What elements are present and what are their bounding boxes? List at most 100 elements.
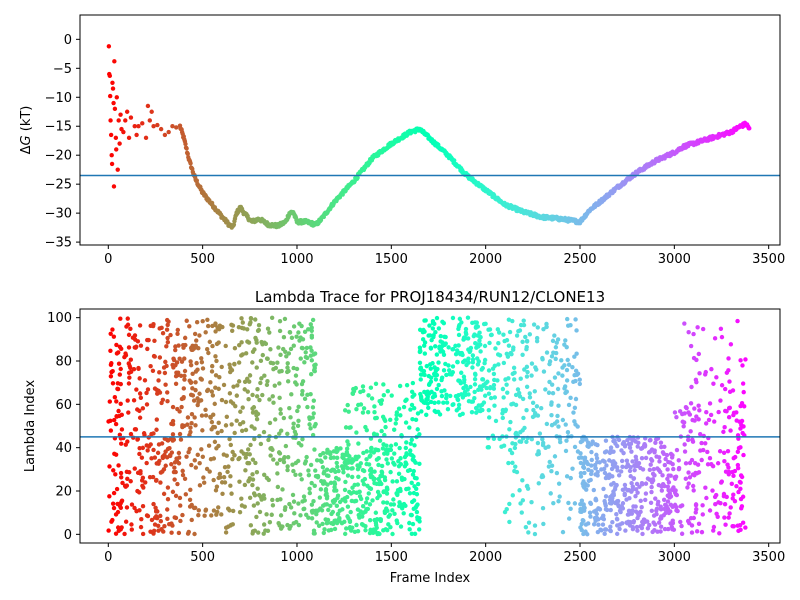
lambda-point (376, 493, 382, 498)
lambda-point (141, 485, 146, 490)
lambda-point (541, 369, 547, 374)
lambda-point (507, 519, 512, 525)
lambda-point (699, 440, 704, 446)
lambda-point (129, 522, 134, 527)
lambda-point (165, 390, 170, 395)
delta-g-point (121, 129, 126, 135)
lambda-point (253, 317, 258, 322)
lambda-point (483, 321, 488, 326)
lambda-point (276, 345, 281, 350)
lambda-point (633, 509, 639, 514)
delta-g-point (158, 126, 164, 132)
lambda-point (115, 386, 121, 392)
lambda-point (674, 505, 679, 510)
lambda-point (503, 407, 509, 412)
lambda-point (529, 437, 535, 442)
lambda-x-axis-label: Frame Index (390, 571, 471, 586)
lambda-point (286, 351, 292, 356)
lambda-point (151, 431, 156, 436)
lambda-point (486, 391, 492, 396)
lambda-point (403, 398, 408, 404)
lambda-point (712, 419, 717, 424)
lambda-point (732, 468, 738, 474)
lambda-point (629, 449, 634, 454)
lambda-point (288, 346, 294, 352)
lambda-point (240, 420, 246, 425)
lambda-point (692, 418, 697, 423)
lambda-point (225, 469, 230, 475)
lambda-point (666, 473, 671, 478)
lambda-point (524, 384, 530, 389)
lambda-point (152, 338, 157, 343)
lambda-point (328, 451, 333, 457)
lambda-point (119, 441, 124, 446)
lambda-point (170, 432, 176, 437)
lambda-point (700, 512, 705, 517)
lambda-point (676, 466, 682, 472)
lambda-point (110, 368, 115, 374)
lambda-point (404, 486, 409, 492)
lambda-point (509, 402, 514, 407)
lambda-point (154, 427, 159, 432)
lambda-point (694, 529, 700, 534)
lambda-point (625, 437, 630, 443)
lambda-point (657, 459, 662, 464)
lambda-point (239, 316, 244, 321)
lambda-point (488, 395, 494, 401)
lambda-point (200, 366, 206, 371)
lambda-point (667, 491, 673, 496)
lambda-point (285, 467, 290, 473)
lambda-point (210, 393, 216, 398)
lambda-point (364, 449, 369, 454)
lambda-point (436, 382, 441, 388)
lambda-point (731, 524, 736, 529)
lambda-point (192, 531, 197, 537)
lambda-point (389, 456, 395, 461)
lambda-point (672, 410, 678, 415)
lambda-point (300, 436, 305, 442)
lambda-point (328, 455, 334, 461)
lambda-point (656, 455, 662, 460)
lambda-point (278, 407, 283, 412)
lambda-point (741, 389, 746, 395)
lambda-point (250, 349, 256, 354)
lambda-point (299, 381, 305, 387)
lambda-point (188, 359, 193, 364)
delta-g-point (118, 112, 123, 117)
lambda-point (128, 431, 134, 437)
delta-g-point (174, 125, 179, 130)
lambda-point (394, 410, 400, 415)
lambda-point (371, 477, 377, 482)
lambda-point (417, 432, 422, 437)
lambda-point (242, 387, 247, 392)
lambda-point (263, 341, 269, 347)
lambda-point (254, 365, 259, 370)
lambda-point (540, 442, 546, 448)
lambda-point (670, 518, 675, 523)
lambda-point (118, 316, 123, 321)
delta-g-x-tick-label: 0 (104, 252, 112, 267)
lambda-point (428, 379, 434, 384)
lambda-point (572, 501, 578, 506)
lambda-point (418, 365, 424, 370)
lambda-point (379, 463, 385, 469)
lambda-point (441, 400, 446, 405)
lambda-point (285, 431, 290, 437)
lambda-point (189, 462, 194, 468)
lambda-point (160, 331, 166, 336)
lambda-point (465, 387, 470, 392)
lambda-point (182, 377, 187, 382)
lambda-point (162, 523, 167, 529)
lambda-point (176, 370, 181, 375)
lambda-point (589, 457, 594, 463)
lambda-point (287, 330, 293, 335)
lambda-point (736, 489, 741, 495)
lambda-point (250, 360, 255, 365)
lambda-point (211, 424, 216, 430)
delta-g-y-tick-label: −35 (45, 236, 72, 251)
lambda-point (624, 497, 629, 502)
lambda-point (610, 474, 615, 479)
lambda-point (165, 340, 171, 345)
lambda-point (388, 447, 394, 453)
